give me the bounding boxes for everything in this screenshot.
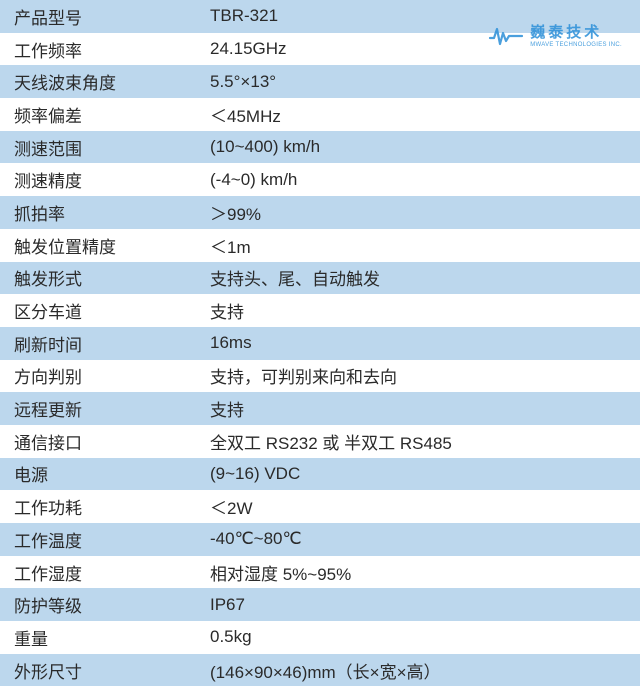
- table-row: 频率偏差＜45MHz: [0, 98, 640, 131]
- row-label: 工作温度: [0, 527, 210, 552]
- spec-table: 产品型号TBR-321工作频率24.15GHz天线波束角度5.5°×13°频率偏…: [0, 0, 640, 686]
- row-label: 抓拍率: [0, 200, 210, 225]
- row-value: 5.5°×13°: [210, 72, 640, 92]
- row-value: 16ms: [210, 333, 640, 353]
- row-label: 触发形式: [0, 265, 210, 290]
- row-value: 支持头、尾、自动触发: [210, 265, 640, 290]
- table-row: 测速精度(-4~0) km/h: [0, 163, 640, 196]
- row-label: 天线波束角度: [0, 69, 210, 94]
- row-value: 0.5kg: [210, 627, 640, 647]
- row-value: 支持: [210, 396, 640, 421]
- row-value: (-4~0) km/h: [210, 170, 640, 190]
- row-label: 测速范围: [0, 135, 210, 160]
- table-row: 区分车道支持: [0, 294, 640, 327]
- row-label: 工作湿度: [0, 560, 210, 585]
- table-row: 电源(9~16) VDC: [0, 458, 640, 491]
- row-value: 支持，可判别来向和去向: [210, 363, 640, 388]
- table-row: 产品型号TBR-321: [0, 0, 640, 33]
- row-label: 工作功耗: [0, 494, 210, 519]
- row-label: 方向判别: [0, 363, 210, 388]
- table-row: 通信接口全双工 RS232 或 半双工 RS485: [0, 425, 640, 458]
- table-row: 天线波束角度5.5°×13°: [0, 65, 640, 98]
- row-value: (146×90×46)mm（长×宽×高）: [210, 658, 640, 683]
- table-row: 外形尺寸(146×90×46)mm（长×宽×高）: [0, 654, 640, 687]
- row-value: (10~400) km/h: [210, 137, 640, 157]
- row-value: ＜2W: [210, 494, 640, 519]
- row-value: TBR-321: [210, 6, 640, 26]
- row-value: ＜1m: [210, 233, 640, 258]
- row-value: -40℃~80℃: [210, 529, 640, 549]
- table-row: 触发位置精度＜1m: [0, 229, 640, 262]
- row-value: ＞99%: [210, 200, 640, 225]
- row-label: 重量: [0, 625, 210, 650]
- row-label: 产品型号: [0, 4, 210, 29]
- row-value: 支持: [210, 298, 640, 323]
- table-row: 工作功耗＜2W: [0, 490, 640, 523]
- row-label: 远程更新: [0, 396, 210, 421]
- row-label: 工作频率: [0, 37, 210, 62]
- table-row: 刷新时间16ms: [0, 327, 640, 360]
- table-row: 触发形式支持头、尾、自动触发: [0, 262, 640, 295]
- row-label: 通信接口: [0, 429, 210, 454]
- row-label: 防护等级: [0, 592, 210, 617]
- row-label: 外形尺寸: [0, 658, 210, 683]
- table-row: 方向判别支持，可判别来向和去向: [0, 360, 640, 393]
- row-value: 相对湿度 5%~95%: [210, 560, 640, 585]
- table-row: 工作频率24.15GHz: [0, 33, 640, 66]
- table-row: 测速范围(10~400) km/h: [0, 131, 640, 164]
- row-label: 测速精度: [0, 167, 210, 192]
- row-label: 电源: [0, 461, 210, 486]
- row-value: ＜45MHz: [210, 102, 640, 127]
- row-label: 刷新时间: [0, 331, 210, 356]
- row-label: 触发位置精度: [0, 233, 210, 258]
- table-row: 防护等级IP67: [0, 588, 640, 621]
- table-row: 抓拍率＞99%: [0, 196, 640, 229]
- row-value: (9~16) VDC: [210, 464, 640, 484]
- row-value: 24.15GHz: [210, 39, 640, 59]
- row-label: 频率偏差: [0, 102, 210, 127]
- row-label: 区分车道: [0, 298, 210, 323]
- row-value: IP67: [210, 595, 640, 615]
- row-value: 全双工 RS232 或 半双工 RS485: [210, 429, 640, 454]
- table-row: 工作湿度相对湿度 5%~95%: [0, 556, 640, 589]
- table-row: 重量0.5kg: [0, 621, 640, 654]
- table-row: 远程更新支持: [0, 392, 640, 425]
- table-row: 工作温度-40℃~80℃: [0, 523, 640, 556]
